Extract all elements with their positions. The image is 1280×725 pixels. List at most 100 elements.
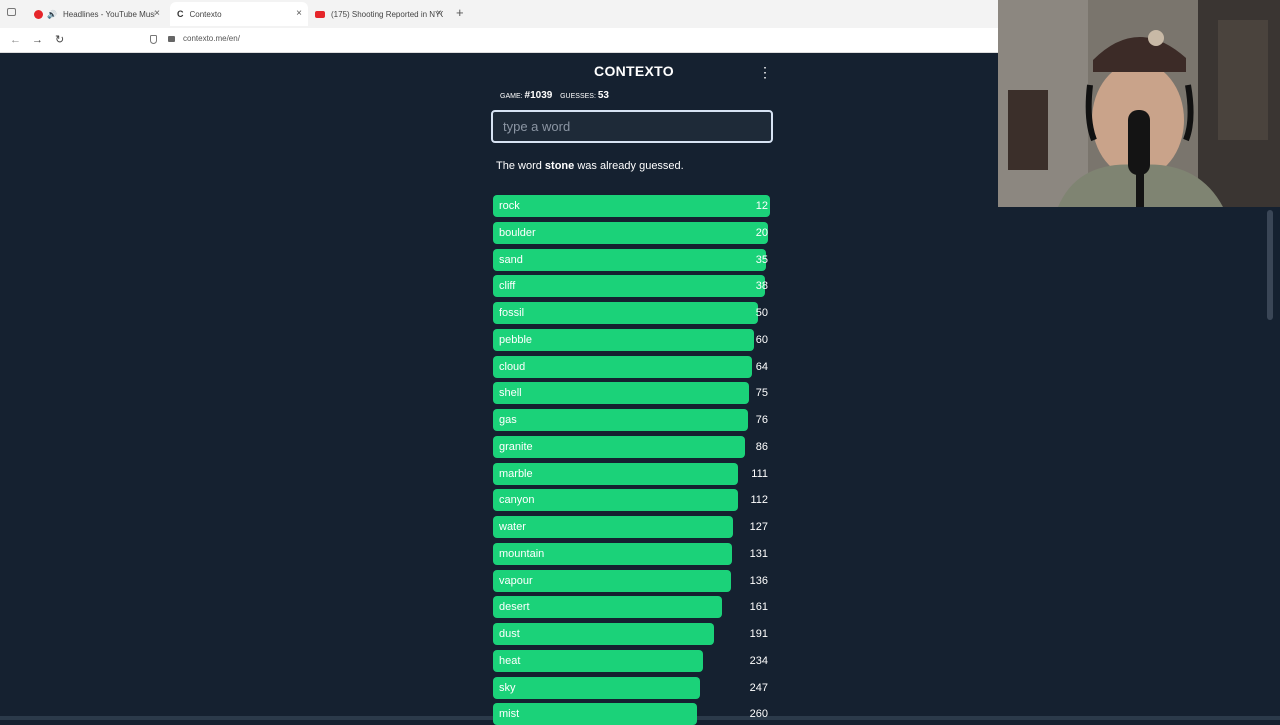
message-suffix: was already guessed. <box>577 160 684 172</box>
guess-word: vapour <box>499 574 533 587</box>
guesses-label: GUESSES: <box>560 93 596 100</box>
distance-bar <box>493 649 703 672</box>
guess-row: cliff 38 <box>493 275 771 298</box>
close-tab-icon[interactable]: × <box>154 8 160 19</box>
youtube-icon <box>315 10 325 18</box>
guess-row: canyon 112 <box>493 489 771 512</box>
guess-distance: 112 <box>750 494 768 507</box>
speaker-icon[interactable]: 🔊 <box>47 9 57 19</box>
guess-row: fossil 50 <box>493 302 771 324</box>
distance-bar <box>493 355 752 378</box>
tab-title: Contexto <box>189 9 222 19</box>
guess-word: pebble <box>499 333 533 346</box>
guess-row: gas 76 <box>493 409 771 431</box>
guess-row: cloud 64 <box>493 355 771 378</box>
tab-bar: 🔊 Headlines - YouTube Music × C Contexto… <box>0 0 998 28</box>
new-tab-icon[interactable]: + <box>456 5 464 20</box>
guess-row: marble 111 <box>493 462 771 485</box>
distance-bar <box>493 221 768 244</box>
guess-row: water 127 <box>493 516 771 538</box>
close-tab-icon[interactable]: × <box>436 8 442 19</box>
guesses-count: 53 <box>597 90 609 101</box>
guess-distance: 247 <box>749 681 768 694</box>
guess-row: vapour 136 <box>493 569 771 592</box>
tab-list-icon[interactable] <box>7 8 16 16</box>
tab-title: Headlines - YouTube Music <box>62 9 155 19</box>
distance-bar <box>493 462 738 485</box>
distance-bar <box>493 542 732 565</box>
distance-bar <box>493 569 731 592</box>
guess-row: sky 247 <box>493 676 771 699</box>
guess-word: water <box>499 521 526 533</box>
distance-bar <box>493 275 765 298</box>
status-message: The word stone was already guessed. <box>496 160 684 172</box>
word-input[interactable] <box>491 110 773 143</box>
guess-distance: 260 <box>749 708 768 721</box>
guess-word: cloud <box>499 360 526 373</box>
guess-row: sand 35 <box>493 248 771 271</box>
guess-word: marble <box>499 467 533 480</box>
guess-word: mountain <box>499 547 545 560</box>
distance-bar <box>493 382 749 405</box>
guess-row: pebble 60 <box>493 328 771 351</box>
guess-row: rock 12 <box>493 195 771 217</box>
guess-distance: 50 <box>755 307 768 319</box>
lock-icon[interactable] <box>168 36 175 42</box>
back-icon[interactable]: ← <box>10 34 21 46</box>
guess-distance: 20 <box>755 226 768 239</box>
tab-contexto[interactable]: C Contexto × <box>170 2 308 26</box>
distance-bar <box>493 302 758 324</box>
contexto-favicon-icon: C <box>177 9 184 19</box>
guess-distance: 131 <box>749 547 768 560</box>
guess-distance: 191 <box>749 628 768 640</box>
game-label: GAME: <box>500 93 523 100</box>
browser-chrome: 🔊 Headlines - YouTube Music × C Contexto… <box>0 0 998 53</box>
guess-word: dust <box>499 628 520 640</box>
app-title: CONTEXTO <box>594 63 674 79</box>
more-options-icon[interactable]: ⋮ <box>758 64 772 80</box>
guess-distance: 35 <box>755 253 768 266</box>
guess-word: sand <box>499 253 523 266</box>
address-bar: ← → ↻ contexto.me/en/ <box>0 28 998 53</box>
guess-distance: 12 <box>755 200 768 212</box>
guess-word: shell <box>499 387 522 400</box>
guess-distance: 86 <box>755 440 768 453</box>
guess-word: fossil <box>499 307 525 319</box>
tab-youtube-music[interactable]: 🔊 Headlines - YouTube Music × <box>28 2 166 26</box>
guess-row: mountain 131 <box>493 542 771 565</box>
guess-distance: 64 <box>755 360 768 373</box>
tab-youtube-video[interactable]: (175) Shooting Reported in NYC × <box>310 2 448 26</box>
guess-row: heat 234 <box>493 649 771 672</box>
guess-distance: 75 <box>755 387 768 400</box>
page-scrollbar[interactable] <box>1267 210 1273 320</box>
guess-word: mist <box>499 708 520 721</box>
distance-bar <box>493 516 733 538</box>
guess-word: boulder <box>499 226 536 239</box>
distance-bar <box>493 489 738 512</box>
webcam-overlay <box>998 0 1280 207</box>
game-stats: GAME: #1039 GUESSES: 53 <box>500 90 609 101</box>
message-prefix: The word <box>496 160 542 172</box>
reload-icon[interactable]: ↻ <box>55 34 65 46</box>
guess-word: canyon <box>499 494 535 507</box>
distance-bar <box>493 703 697 725</box>
forward-icon[interactable]: → <box>32 34 43 46</box>
guess-row: mist 260 <box>493 703 771 725</box>
guess-word: rock <box>499 200 520 212</box>
distance-bar <box>493 623 714 645</box>
close-tab-icon[interactable]: × <box>296 8 302 19</box>
url-field[interactable]: contexto.me/en/ <box>183 34 240 43</box>
guess-distance: 60 <box>755 333 768 346</box>
shield-icon[interactable] <box>150 35 157 44</box>
guess-distance: 161 <box>749 601 768 614</box>
guess-word: sky <box>499 681 516 694</box>
guess-distance: 111 <box>751 467 768 480</box>
distance-bar <box>493 328 754 351</box>
guess-word: gas <box>499 414 517 426</box>
guess-word: heat <box>499 654 521 667</box>
guess-word: granite <box>499 440 533 453</box>
distance-bar <box>493 248 766 271</box>
youtube-music-icon <box>34 9 43 19</box>
message-word: stone <box>544 160 575 172</box>
guess-distance: 136 <box>749 574 768 587</box>
